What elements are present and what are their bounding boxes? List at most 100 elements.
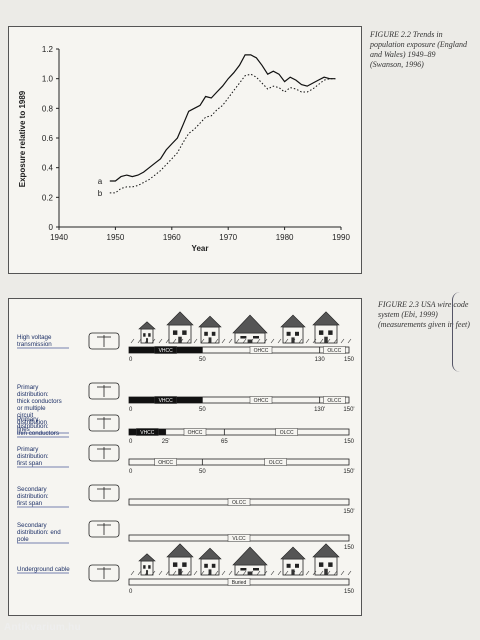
distance-tick-label: 0 xyxy=(129,407,133,413)
segment-label-box xyxy=(264,458,287,466)
house-window xyxy=(240,336,247,339)
grass-mark xyxy=(340,338,345,344)
house-illustration xyxy=(198,547,222,576)
segment-label: VHCC xyxy=(140,430,155,436)
grass-mark xyxy=(263,570,268,576)
house-roof xyxy=(312,543,340,558)
house-roof xyxy=(280,314,306,328)
house-illustration xyxy=(166,311,194,344)
segment-label-box xyxy=(183,428,207,436)
row-label: Primary distribution: thin conductors xyxy=(17,416,59,437)
x-tick-label: 1950 xyxy=(107,233,125,242)
segment-label-box xyxy=(249,396,273,404)
segment-label-box xyxy=(323,346,346,354)
wire-code-diagram: High voltage transmission VHCC OHCC OLCC 0 50 1… xyxy=(17,311,355,595)
grass-mark xyxy=(305,338,310,344)
segment-label: OLCC xyxy=(280,430,294,436)
grass-mark xyxy=(151,570,156,576)
wire-code-row: Primary distribution: thin conductors VHCC O… xyxy=(17,414,355,445)
grass-mark xyxy=(130,338,135,344)
x-tick-label: 1990 xyxy=(332,233,350,242)
distance-tick-label: 0 xyxy=(129,357,133,363)
distance-tick-label: 150' xyxy=(343,407,354,413)
segment-label: OLCC xyxy=(327,398,341,404)
handwritten-bracket-mark xyxy=(452,292,463,372)
grass-mark xyxy=(214,570,219,576)
house-window xyxy=(143,565,146,569)
segment-label: VHCC xyxy=(159,348,174,354)
house-illustration xyxy=(280,314,306,344)
segment-label-box xyxy=(227,534,251,542)
grass-mark xyxy=(130,570,135,576)
figure-2-2-frame: 1940 1950 1960 1970 1980 1990 0 0.2 0.4 0.6 0.8 1.0… xyxy=(8,26,362,274)
segment-label: OHCC xyxy=(188,430,203,436)
distance-tick-label: 150 xyxy=(344,589,355,595)
house-window xyxy=(172,562,178,567)
distance-tick-label: 65 xyxy=(221,439,228,445)
segment-label: OLCC xyxy=(327,348,341,354)
house-window xyxy=(148,565,151,569)
grass-mark xyxy=(165,570,170,576)
watermark: Antikvarium.hu xyxy=(4,622,81,633)
house-roof xyxy=(232,546,268,566)
row-label: Primary distribution: thick conductors or m… xyxy=(17,384,62,433)
grass-mark xyxy=(319,338,324,344)
y-tick-label: 0.8 xyxy=(42,104,54,113)
house-illustration xyxy=(312,543,340,576)
house-door xyxy=(178,568,182,575)
grass-mark xyxy=(137,570,142,576)
grass-mark xyxy=(291,570,296,576)
distance-tick-label: 50 xyxy=(199,407,206,413)
row-label: Secondary distribution: first span xyxy=(17,486,49,507)
grass-mark xyxy=(144,570,149,576)
grass-mark xyxy=(347,338,352,344)
house-illustration xyxy=(166,543,194,576)
segment-label: Buried xyxy=(232,580,247,586)
house-roof xyxy=(312,311,340,326)
house-illustration xyxy=(280,546,306,576)
house-door xyxy=(324,568,328,575)
series-label-b: b xyxy=(98,189,103,198)
x-tick-label: 1960 xyxy=(163,233,181,242)
grass-mark xyxy=(312,570,317,576)
grass-mark xyxy=(298,338,303,344)
segment-label-box xyxy=(227,578,251,586)
house-illustration xyxy=(138,321,156,344)
segment-label-box xyxy=(323,396,346,404)
grass-mark xyxy=(151,338,156,344)
x-tick-label: 1970 xyxy=(219,233,237,242)
segment-label-box xyxy=(227,498,251,506)
house-roof xyxy=(138,553,156,562)
house-door xyxy=(178,336,182,343)
grass-mark xyxy=(284,338,289,344)
grass-mark xyxy=(312,338,317,344)
segment-label: OLCC xyxy=(232,500,246,506)
y-tick-label: 0.4 xyxy=(42,164,54,173)
distance-tick-label: 50 xyxy=(199,357,206,363)
grass-mark xyxy=(207,338,212,344)
house-illustration xyxy=(198,315,222,344)
grass-mark xyxy=(200,570,205,576)
segment-label-box xyxy=(249,346,273,354)
house-window xyxy=(148,333,151,337)
segment-label: OHCC xyxy=(254,348,269,354)
grass-mark xyxy=(277,570,282,576)
series-line-b xyxy=(109,73,336,194)
grass-mark xyxy=(235,338,240,344)
grass-mark xyxy=(186,570,191,576)
grass-mark xyxy=(221,570,226,576)
segment-label: VHCC xyxy=(159,398,174,404)
grass-mark xyxy=(214,338,219,344)
grass-mark xyxy=(277,338,282,344)
distance-tick-label: 50 xyxy=(199,469,206,475)
grass-mark xyxy=(284,570,289,576)
house-window xyxy=(295,331,299,336)
grass-mark xyxy=(326,570,331,576)
segment-label-box xyxy=(136,428,159,436)
house-roof xyxy=(232,314,268,334)
y-tick-label: 0.2 xyxy=(42,193,54,202)
distance-tick-label: 0 xyxy=(129,589,133,595)
house-door xyxy=(291,337,295,343)
distance-bar xyxy=(128,458,350,466)
x-tick-label: 1980 xyxy=(276,233,294,242)
